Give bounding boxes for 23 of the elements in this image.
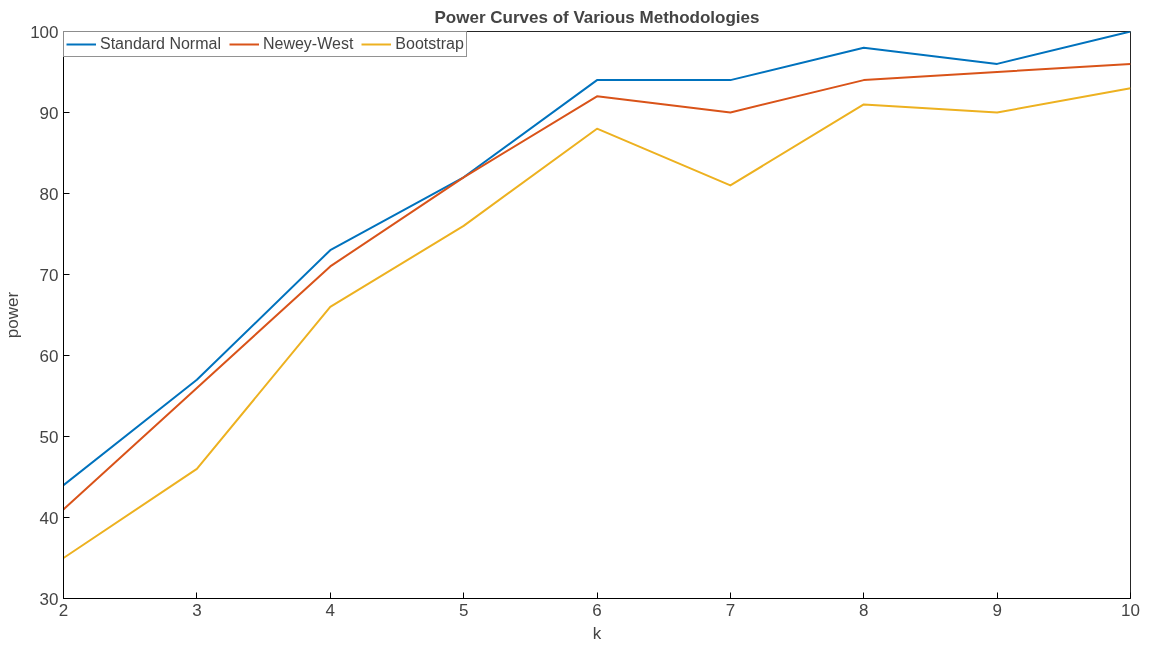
y-tick-label: 50 <box>39 427 59 447</box>
x-axis-title: k <box>592 623 602 643</box>
chart-title: Power Curves of Various Methodologies <box>434 7 760 27</box>
y-tick-label: 60 <box>39 346 59 366</box>
x-tick-label: 7 <box>725 600 736 620</box>
y-tick-label: 100 <box>30 22 59 42</box>
x-tick-label: 6 <box>592 600 602 620</box>
y-tick-label: 90 <box>39 103 59 123</box>
legend-label: Bootstrap <box>395 35 464 53</box>
y-tick-label: 30 <box>39 589 59 609</box>
y-tick-label: 80 <box>39 184 59 204</box>
x-tick-label: 8 <box>859 600 869 620</box>
x-tick-label: 9 <box>992 600 1002 620</box>
x-tick-label: 5 <box>458 600 469 620</box>
x-tick-label: 3 <box>192 600 202 620</box>
y-tick-label: 40 <box>39 508 59 528</box>
legend-label: Newey-West <box>262 35 354 53</box>
legend-label: Standard Normal <box>100 35 221 53</box>
x-tick-label: 4 <box>325 600 335 620</box>
y-axis-title: power <box>3 291 23 339</box>
x-tick-label: 10 <box>1121 600 1140 620</box>
x-tick-label: 2 <box>58 600 69 620</box>
y-tick-label: 70 <box>39 265 59 285</box>
